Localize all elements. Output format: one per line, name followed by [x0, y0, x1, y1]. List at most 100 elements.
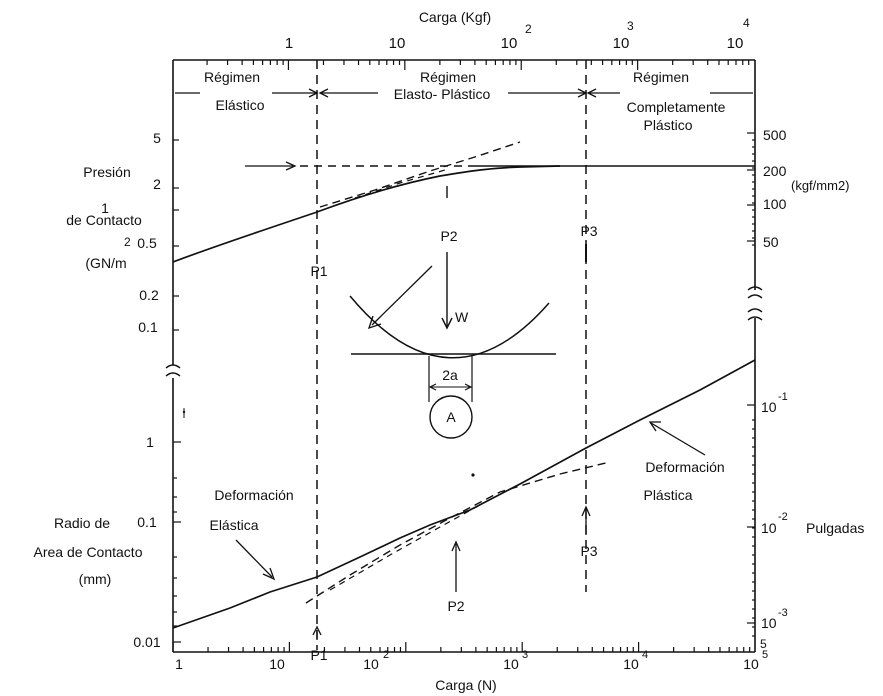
p-markers: P2 W P1 P3 P1 P2 P3: [310, 186, 598, 663]
stray-dot: [471, 473, 475, 477]
pressure-right-tick-label: 200: [763, 163, 787, 179]
radius-right-tick-label: 10: [761, 520, 777, 536]
top-tick-label: 1: [285, 35, 293, 52]
right-axis-break-upper: [747, 286, 763, 299]
p3-upper-label: P3: [580, 223, 597, 239]
width-dim-arrows: [428, 383, 473, 391]
regime-elastoplastic-line2: Elasto- Plástico: [394, 86, 491, 102]
pressure-tick-label: 0.5: [137, 235, 157, 251]
regime-headers: Régimen Elástico Régimen Elasto- Plástic…: [175, 69, 753, 133]
indenter-pointer: [371, 265, 433, 326]
pressure-label-exponent: 2: [124, 235, 131, 249]
pressure-curve: [172, 165, 561, 263]
right-axis-break-lower: [747, 308, 763, 321]
load-arrowhead: [441, 317, 453, 330]
p3-lower-label: P3: [580, 543, 597, 559]
bottom-tick-exponent: 4: [642, 649, 648, 661]
top-tick-label: 10: [613, 35, 630, 52]
pressure-tick-label: 2: [153, 176, 161, 192]
bottom-tick-exponent: 3: [522, 649, 528, 661]
load-label: W: [455, 309, 469, 325]
plastic-radius-extrapolation-2: [329, 504, 481, 591]
radius-right-unit: Pulgadas: [806, 520, 864, 536]
p3-lower-arrowhead: [581, 505, 591, 517]
bottom-tick-label: 1: [175, 656, 183, 672]
tick-marks: [172, 60, 755, 652]
elastic-deformation-pointer-head: [262, 567, 276, 581]
pressure-right-tick-label: 100: [763, 196, 787, 212]
indenter-sphere-arc: [349, 295, 550, 359]
bottom-tick-label: 10: [503, 656, 519, 672]
plastic-deformation-pointer-head: [648, 421, 661, 432]
radius-right-tick-exponent: -3: [778, 607, 788, 619]
bottom-axis-title: Carga (N): [435, 677, 496, 693]
pressure-label-line3: (GN/m: [85, 255, 126, 271]
p1-lower-label: P1: [310, 647, 327, 663]
regime-elastic-line1: Régimen: [204, 69, 260, 85]
indenter-pointer-head: [367, 315, 382, 330]
regime-elastoplastic-line1: Régimen: [420, 69, 476, 85]
radius-tick-label: 1: [146, 434, 154, 450]
top-tick-exponent: 2: [525, 22, 532, 36]
top-tick-label: 10: [727, 35, 744, 52]
regime-plastic-line2: Completamente: [627, 99, 726, 115]
elastic-deformation-pointer: [235, 539, 273, 578]
top-tick-label: 10: [501, 35, 518, 52]
p1-upper-label: P1: [310, 263, 327, 279]
pressure-right-unit: (kgf/mm2): [791, 178, 850, 193]
top-tick-exponent: 4: [743, 16, 750, 30]
radius-label-line3: (mm): [79, 571, 112, 587]
bottom-tick-label: 10: [269, 656, 285, 672]
elastic-deformation-line2: Elástica: [209, 517, 258, 533]
p2-lower-label: P2: [447, 598, 464, 614]
radius-left-axis: Radio de Area de Contacto (mm) 1 0.1 0.0…: [34, 434, 161, 650]
pressure-label-line2: de Contacto: [66, 212, 142, 228]
contact-area-circle: [429, 395, 473, 439]
plastic-radius-extrapolation: [305, 461, 611, 604]
plastic-deformation-pointer: [650, 422, 706, 456]
top-axis: Carga (Kgf) 1 10 10 2 10 3 10 4: [285, 9, 750, 52]
bottom-axis: 1 10 10 2 10 3 10 4 10 5 Carga (N): [175, 649, 768, 693]
radius-tick-label: 0.1: [137, 514, 157, 530]
radius-tick-label: 0.01: [133, 634, 160, 650]
pressure-right-tick-label: 50: [763, 234, 779, 250]
bottom-tick-exponent: 5: [762, 649, 768, 661]
pressure-tick-label: 0.1: [138, 319, 158, 335]
regime-plastic-line1: Régimen: [633, 69, 689, 85]
contact-area-label: A: [446, 409, 456, 425]
radius-right-tick-exponent: -2: [778, 511, 788, 523]
plastic-deformation-line2: Plástica: [643, 487, 692, 503]
pressure-tick-label: 0.2: [139, 287, 159, 303]
pressure-right-axis: 500 200 100 50 (kgf/mm2): [763, 127, 850, 250]
top-axis-title: Carga (Kgf): [419, 9, 491, 25]
p1-lower-arrowhead: [312, 625, 322, 636]
top-tick-label: 10: [389, 35, 406, 52]
p2-lower-arrowhead: [451, 540, 461, 552]
regime-plastic-line3: Plástico: [643, 117, 692, 133]
pressure-tick-label: 1: [101, 200, 109, 216]
pressure-curves: [172, 141, 755, 263]
pressure-left-axis: Presión de Contacto (GN/m 2 5 2 1 0.5 0.…: [66, 130, 161, 335]
radius-right-tick-label: 10: [761, 399, 777, 415]
radius-label-line1: Radio de: [54, 515, 110, 531]
radius-right-bottom-mark: 5: [760, 637, 767, 651]
indentation-inset: 2a A: [349, 265, 556, 439]
radius-right-tick-exponent: -1: [778, 391, 788, 403]
top-tick-exponent: 3: [627, 19, 634, 33]
elastic-deformation-line1: Deformación: [214, 487, 293, 503]
left-axis-break: [165, 364, 181, 377]
p2-upper-label: P2: [440, 228, 457, 244]
radius-label-line2: Area de Contacto: [34, 544, 143, 560]
elastic-pressure-extrapolation: [319, 141, 521, 208]
bottom-tick-label: 10: [363, 656, 379, 672]
pressure-label-line1: Presión: [83, 164, 130, 180]
radius-right-tick-label: 10: [761, 615, 777, 631]
plastic-limit-arrowhead: [285, 161, 297, 171]
elastic-pressure-extrapolation-2: [354, 169, 446, 199]
radius-curves: [172, 359, 756, 629]
regime-elastic-line2: Elástico: [215, 97, 264, 113]
width-label: 2a: [442, 367, 458, 383]
radius-right-axis: 10 -1 10 -2 10 -3 5 Pulgadas: [760, 391, 864, 651]
plot-frame: [165, 59, 763, 653]
